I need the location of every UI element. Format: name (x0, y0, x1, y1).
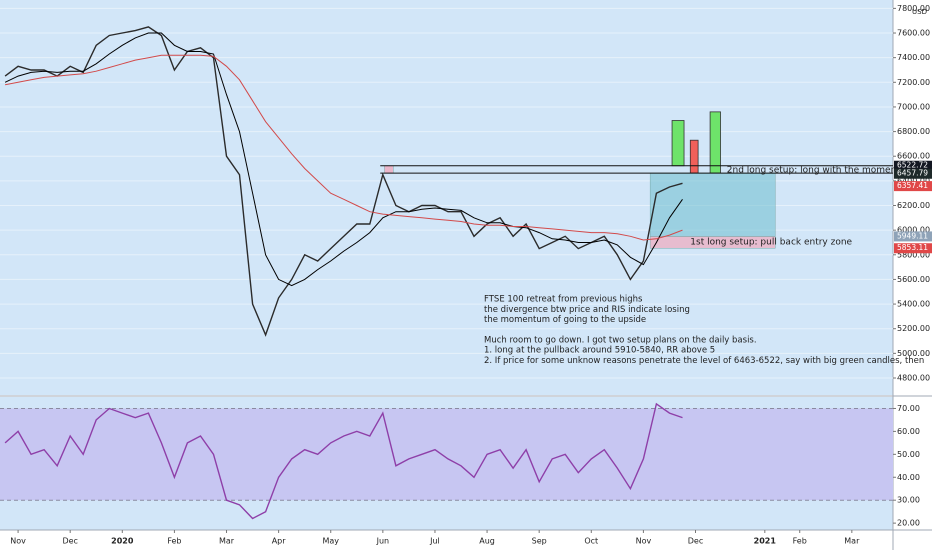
y-tick-label: 20.00 (897, 519, 920, 528)
x-tick-label: Feb (793, 537, 807, 546)
note-line: the divergence btw price and RIS indicat… (484, 305, 690, 315)
y-tick-label: 5600.00 (897, 275, 930, 284)
x-tick-label: Nov (10, 537, 26, 546)
y-tick-label: 7400.00 (897, 53, 930, 62)
y-tick-label: 30.00 (897, 496, 920, 505)
x-tick-label: 2020 (111, 537, 134, 546)
y-tick-label: 40.00 (897, 473, 920, 482)
price-label-text: 5949.11 (897, 231, 928, 240)
x-tick-label: Apr (272, 537, 287, 546)
y-tick-label: 6400.00 (897, 176, 930, 185)
series-line (4, 402, 683, 520)
x-tick-label: Nov (636, 537, 652, 546)
x-tick-label: Feb (167, 537, 181, 546)
currency-label: USD (912, 8, 927, 16)
y-tick-label: 5400.00 (897, 300, 930, 309)
y-tick-label: 50.00 (897, 450, 920, 459)
series-line (4, 32, 683, 287)
y-tick-label: 5000.00 (897, 349, 930, 358)
y-tick-label: 7000.00 (897, 102, 930, 111)
note-line: FTSE 100 retreat from previous highs (484, 295, 643, 305)
y-tick-label: 5800.00 (897, 250, 930, 259)
price-label (894, 160, 932, 171)
x-tick-label: May (322, 537, 339, 546)
x-tick-label: Dec (688, 537, 703, 546)
note-line: the momentum of going to the upside (484, 315, 646, 325)
y-tick-label: 60.00 (897, 427, 920, 436)
projection-bar (671, 120, 685, 167)
note-line: 2. If price for some unknow reasons pene… (484, 356, 924, 366)
annotation: 1st long setup: pull back entry zone (690, 237, 852, 247)
x-tick-label: Mar (844, 537, 860, 546)
price-label (894, 231, 932, 242)
price-label-text: 6357.41 (897, 181, 928, 190)
projection-bar (689, 139, 699, 174)
price-label-text: 5853.11 (897, 243, 928, 252)
y-tick-label: 6800.00 (897, 127, 930, 136)
y-tick-label: 70.00 (897, 404, 920, 413)
zone (384, 165, 394, 174)
y-tick-label: 6000.00 (897, 226, 930, 235)
x-tick-label: Dec (62, 537, 77, 546)
price-label (894, 168, 932, 179)
note-line: Much room to go down. I got two setup pl… (484, 335, 757, 345)
x-tick-label: 2021 (754, 537, 777, 546)
price-label (894, 243, 932, 254)
y-tick-label: 6600.00 (897, 152, 930, 161)
price-label-text: 6522.72 (897, 161, 928, 170)
x-tick-label: Jun (376, 537, 390, 546)
note-line: 1. long at the pullback around 5910-5840… (484, 346, 715, 356)
x-tick-label: Mar (219, 537, 235, 546)
y-tick-label: 5200.00 (897, 324, 930, 333)
zone (649, 236, 776, 249)
y-tick-label: 7800.00 (897, 4, 930, 13)
price-label (894, 181, 932, 192)
y-tick-label: 7200.00 (897, 78, 930, 87)
x-tick-label: Jul (429, 537, 440, 546)
zone (649, 172, 776, 237)
x-tick-label: Aug (479, 537, 495, 546)
y-tick-label: 4800.00 (897, 373, 930, 382)
price-label-text: 6457.79 (897, 169, 928, 178)
rsi-band (0, 408, 893, 501)
projection-bar (709, 111, 721, 174)
y-tick-label: 6200.00 (897, 201, 930, 210)
series-line (5, 54, 683, 241)
x-tick-label: Oct (584, 537, 598, 546)
annotation: 2nd long setup: long with the momentum (727, 165, 915, 175)
x-tick-label: Sep (532, 537, 547, 546)
y-tick-label: 7600.00 (897, 29, 930, 38)
